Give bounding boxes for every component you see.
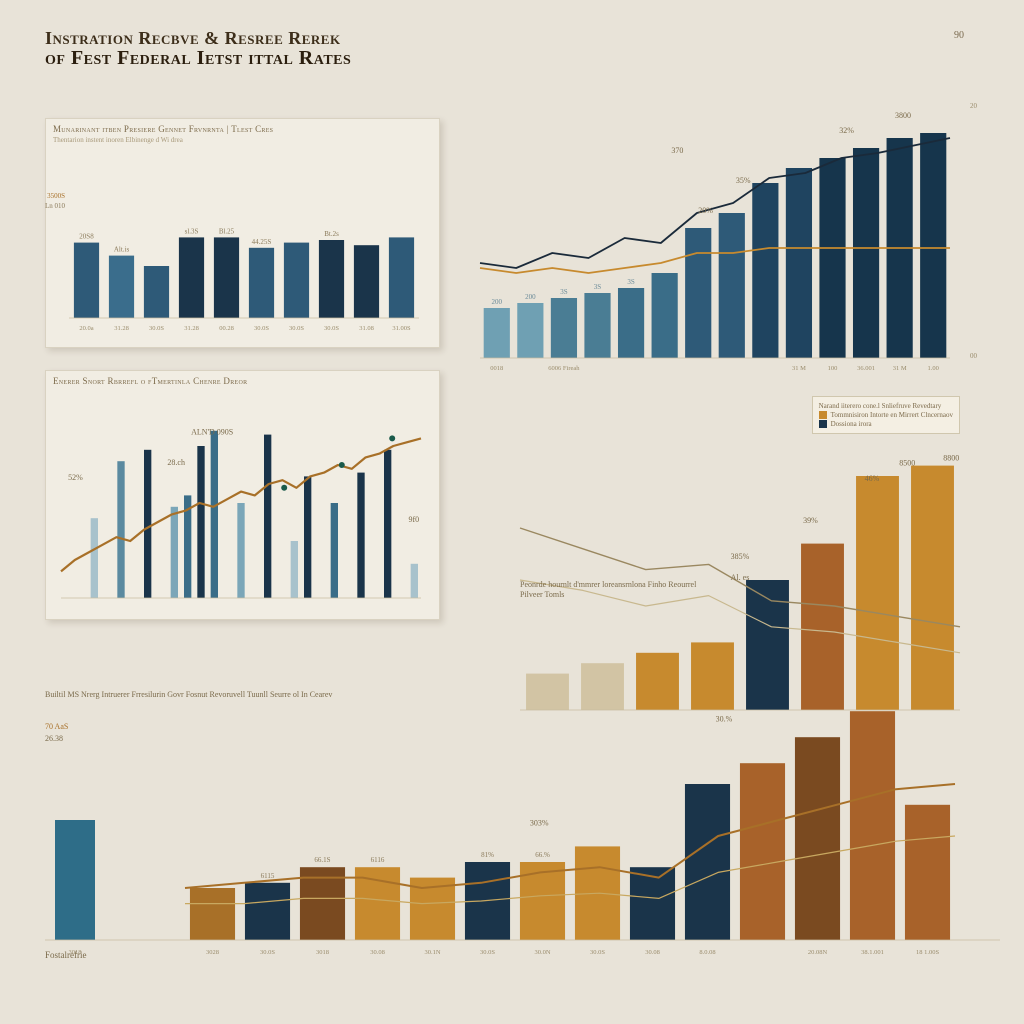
svg-text:100: 100 xyxy=(828,365,838,372)
panel-tl-title: Munarinant itben Presiere Gennet Frvnrnt… xyxy=(45,118,440,136)
svg-text:36.001: 36.001 xyxy=(857,365,875,372)
svg-text:Alt.is: Alt.is xyxy=(114,246,130,254)
panel-mr-legend: Narand iiterero cone.l Snliefruve Revedt… xyxy=(812,396,960,434)
svg-text:20: 20 xyxy=(970,102,978,110)
panel-ml-title: Enerer Snort Rbrrefl o fTmertinla Chenre… xyxy=(45,370,440,388)
svg-text:30.0S: 30.0S xyxy=(289,325,304,332)
svg-text:3S: 3S xyxy=(627,278,635,286)
svg-text:35%: 35% xyxy=(736,176,751,185)
main-title: Instration Recbve & Resree Rerek of Fest… xyxy=(45,28,351,70)
panel-mid-left: Enerer Snort Rbrrefl o fTmertinla Chenre… xyxy=(45,370,440,620)
chart-svg-ml: 28.ch ALN'D 090S 52% 9f0 xyxy=(45,388,440,618)
svg-text:00: 00 xyxy=(970,352,978,360)
svg-text:30.0S: 30.0S xyxy=(480,949,495,956)
panel-tl-chart: 20S8 Alt.is sl.3S Bl.25 44.25S Bt.2s 3500S Ln 0… xyxy=(45,148,440,348)
svg-text:32%: 32% xyxy=(839,126,854,135)
svg-text:20S8: 20S8 xyxy=(79,233,94,241)
panel-b-title: Builtil MS Nrerg Intruerer Frresilurin G… xyxy=(45,690,345,700)
svg-text:30.0S: 30.0S xyxy=(149,325,164,332)
legend-text: Tommnisiron Intorte en Mirrert Clncernao… xyxy=(831,411,953,419)
svg-text:28.ch: 28.ch xyxy=(167,458,185,467)
svg-text:6006 Fireah: 6006 Fireah xyxy=(548,365,580,372)
svg-text:20%: 20% xyxy=(698,206,713,215)
panel-mr-caption: Peonrde hournlt d'mmrer loreansrnlona Fi… xyxy=(520,580,700,601)
panel-ml-chart: 28.ch ALN'D 090S 52% 9f0 xyxy=(45,388,440,608)
svg-text:9f0: 9f0 xyxy=(408,515,419,524)
svg-text:66.1S: 66.1S xyxy=(314,856,330,864)
svg-text:8800: 8800 xyxy=(943,453,959,462)
legend-swatch xyxy=(819,420,827,428)
legend-row: Dossiona irora xyxy=(819,420,953,428)
svg-text:31.00S: 31.00S xyxy=(392,325,411,332)
panel-b-year-2: 26.38 xyxy=(45,734,63,743)
svg-text:Al. es: Al. es xyxy=(731,573,750,582)
chart-svg-tl: 20S8 Alt.is sl.3S Bl.25 44.25S Bt.2s 3500S Ln 0… xyxy=(45,148,440,348)
legend-text: Dossiona irora xyxy=(831,420,872,428)
svg-text:200: 200 xyxy=(525,293,536,301)
legend-row: Tommnisiron Intorte en Mirrert Clncernao… xyxy=(819,411,953,419)
svg-text:ALN'D 090S: ALN'D 090S xyxy=(191,428,233,437)
chart-svg-b: 6115 66.1S 6116 81% 66.% 303% 30.% 3028 30.0S 301… xyxy=(45,650,1000,990)
svg-text:31 M: 31 M xyxy=(792,365,806,372)
svg-text:3800: 3800 xyxy=(895,111,911,120)
svg-text:30.0S: 30.0S xyxy=(590,949,605,956)
panel-bottom: Builtil MS Nrerg Intruerer Frresilurin G… xyxy=(45,650,1000,990)
svg-text:385%: 385% xyxy=(731,552,750,561)
svg-text:31 M: 31 M xyxy=(893,365,907,372)
svg-text:20.0a: 20.0a xyxy=(79,325,93,332)
legend-swatch xyxy=(819,411,827,419)
panel-tl-sub: Thentarion instent inoren Elbinenge d Wi… xyxy=(45,136,440,148)
title-line-1: Instration Recbve & Resree Rerek xyxy=(45,28,351,49)
svg-text:66.%: 66.% xyxy=(535,851,550,859)
svg-text:Ln 010: Ln 010 xyxy=(45,202,65,210)
svg-text:3S: 3S xyxy=(560,288,568,296)
svg-text:31.28: 31.28 xyxy=(114,325,129,332)
svg-text:0018: 0018 xyxy=(490,365,503,372)
svg-text:1.00: 1.00 xyxy=(928,365,939,372)
svg-text:8500: 8500 xyxy=(899,459,915,468)
svg-text:30.1N: 30.1N xyxy=(424,949,440,956)
svg-text:39%: 39% xyxy=(803,516,818,525)
svg-text:3500S: 3500S xyxy=(47,192,65,200)
panel-top-left: Munarinant itben Presiere Gennet Frvnrnt… xyxy=(45,118,440,348)
legend-row: Narand iiterero cone.l Snliefruve Revedt… xyxy=(819,402,953,410)
svg-text:81%: 81% xyxy=(481,851,494,859)
svg-text:Bt.2s: Bt.2s xyxy=(324,230,339,238)
svg-text:31.08: 31.08 xyxy=(359,325,374,332)
legend-text: Narand iiterero cone.l Snliefruve Revedt… xyxy=(819,402,942,410)
chart-svg-tr: 200 200 3S 3S 3S 0018 6006 Fireah 31 M 100 36.001… xyxy=(460,88,1000,388)
svg-text:3S: 3S xyxy=(594,283,602,291)
svg-text:200: 200 xyxy=(492,298,503,306)
svg-text:30.08: 30.08 xyxy=(645,949,660,956)
svg-text:Bl.25: Bl.25 xyxy=(219,227,235,235)
svg-text:8.0.08: 8.0.08 xyxy=(699,949,715,956)
title-line-2: of Fest Federal Ietst ittal Rates xyxy=(45,47,351,70)
svg-text:30.08: 30.08 xyxy=(370,949,385,956)
panel-b-footer: Fostalrefrie xyxy=(45,950,86,960)
svg-text:30.0S: 30.0S xyxy=(260,949,275,956)
corner-label: 90 xyxy=(954,30,964,41)
svg-text:38.1.001: 38.1.001 xyxy=(861,949,884,956)
svg-text:370: 370 xyxy=(671,146,683,155)
svg-text:30.0S: 30.0S xyxy=(254,325,269,332)
svg-text:6115: 6115 xyxy=(261,872,275,880)
svg-text:52%: 52% xyxy=(68,473,83,482)
svg-text:20.08N: 20.08N xyxy=(808,949,828,956)
svg-text:30.%: 30.% xyxy=(716,715,733,724)
svg-text:18 1.00S: 18 1.00S xyxy=(916,949,940,956)
panel-top-right: 200 200 3S 3S 3S 0018 6006 Fireah 31 M 100 36.001… xyxy=(460,88,1000,388)
svg-text:6116: 6116 xyxy=(371,856,385,864)
svg-text:46%: 46% xyxy=(865,474,880,483)
svg-text:30.0N: 30.0N xyxy=(534,949,550,956)
svg-text:303%: 303% xyxy=(530,819,549,828)
svg-text:00.28: 00.28 xyxy=(219,325,234,332)
svg-text:3028: 3028 xyxy=(206,949,219,956)
page: Instration Recbve & Resree Rerek of Fest… xyxy=(0,0,1024,1024)
svg-text:3018: 3018 xyxy=(316,949,329,956)
panel-b-year-1: 70 AaS xyxy=(45,722,68,731)
svg-text:30.0S: 30.0S xyxy=(324,325,339,332)
svg-text:44.25S: 44.25S xyxy=(252,238,272,246)
svg-text:31.28: 31.28 xyxy=(184,325,199,332)
svg-text:sl.3S: sl.3S xyxy=(185,227,199,235)
